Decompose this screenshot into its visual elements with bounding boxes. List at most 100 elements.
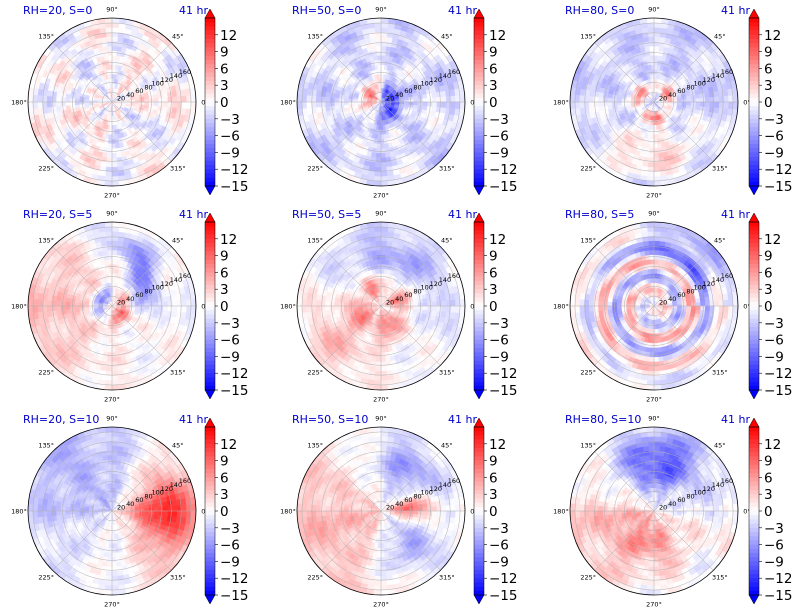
field-cell: [115, 259, 121, 265]
field-cell: [709, 96, 715, 103]
r-tick-label: 160: [179, 68, 191, 76]
field-cell: [695, 105, 701, 111]
field-cell: [653, 157, 660, 163]
colorbar-segment: [205, 118, 215, 124]
colorbar-tick-label: −6: [220, 129, 240, 145]
theta-grid-line: [321, 101, 382, 162]
field-cell: [645, 143, 651, 149]
field-cell: [602, 97, 608, 103]
colorbar-segment: [749, 72, 759, 78]
field-cell: [441, 96, 447, 103]
r-tick-label: 140: [439, 72, 451, 80]
theta-tick-label: 45°: [172, 33, 184, 41]
field-cell: [324, 101, 331, 108]
field-cell: [413, 101, 419, 106]
field-cell: [646, 22, 655, 28]
theta-tick-label: 45°: [441, 33, 453, 41]
colorbar-segment: [474, 135, 484, 141]
field-cell: [153, 105, 159, 111]
field-cell: [376, 148, 382, 154]
field-cell: [374, 171, 382, 177]
field-cell: [375, 45, 382, 52]
colorbar-segment: [474, 68, 484, 73]
colorbar-segment: [474, 156, 484, 162]
colorbar-segment: [474, 177, 484, 183]
field-cell: [111, 282, 115, 288]
field-cell: [399, 101, 405, 105]
field-cell: [653, 148, 659, 154]
theta-tick-label: 180°: [280, 99, 296, 107]
field-cell: [158, 97, 164, 103]
field-cell: [459, 101, 465, 110]
field-cell: [380, 157, 387, 163]
field-cell: [383, 64, 388, 71]
field-cell: [103, 347, 109, 353]
field-cell: [153, 97, 159, 103]
field-cell: [380, 41, 387, 47]
field-cell: [139, 101, 145, 106]
field-cell: [714, 101, 720, 108]
theta-tick-label: 90°: [648, 6, 660, 14]
colorbar-segment: [749, 173, 759, 178]
colorbar-segment: [205, 47, 215, 52]
field-cell: [130, 305, 136, 309]
theta-tick-label: 90°: [375, 6, 387, 14]
field-cell: [106, 152, 113, 159]
field-cell: [431, 106, 438, 112]
colorbar-segment: [205, 97, 215, 103]
field-cell: [301, 94, 307, 103]
colorbar-segment: [474, 51, 484, 57]
field-cell: [732, 94, 738, 103]
field-cell: [111, 50, 117, 56]
field-cell: [704, 101, 711, 108]
field-cell: [65, 297, 71, 303]
field-cell: [79, 302, 85, 307]
field-cell: [104, 22, 113, 28]
colorbar-segment: [749, 81, 759, 86]
field-cell: [162, 106, 169, 112]
field-cell: [597, 92, 604, 98]
field-cell: [708, 106, 715, 113]
field-cell: [32, 101, 38, 110]
field-cell: [114, 268, 119, 275]
colorbar-tick-label: 6: [220, 61, 229, 77]
colorbar-segment: [474, 102, 484, 107]
field-cell: [102, 152, 108, 159]
colorbar-segment: [474, 39, 484, 44]
field-cell: [190, 94, 196, 103]
field-cell: [653, 22, 662, 28]
colorbar-segment: [749, 152, 759, 157]
field-cell: [459, 94, 465, 103]
field-cell: [111, 18, 120, 24]
colorbar-tick-label: −15: [220, 179, 249, 195]
field-cell: [103, 143, 109, 149]
field-cell: [370, 156, 377, 163]
field-cell: [181, 95, 187, 103]
field-cell: [380, 78, 384, 84]
field-cell: [306, 101, 312, 109]
field-cell: [653, 55, 659, 61]
field-cell: [648, 36, 655, 42]
field-cell: [158, 305, 164, 311]
field-cell: [709, 101, 715, 108]
field-cell: [714, 96, 720, 103]
field-cell: [320, 101, 326, 108]
polar-frame: [27, 17, 197, 187]
field-cell: [111, 268, 116, 274]
colorbar-tick-label: −12: [220, 162, 249, 178]
field-cell: [79, 98, 85, 103]
field-cell: [107, 50, 113, 56]
field-cell: [375, 41, 382, 47]
field-cell: [649, 148, 655, 154]
field-cell: [732, 101, 738, 110]
colorbar-segment: [749, 89, 759, 94]
field-cell: [108, 333, 113, 339]
theta-tick-label: 180°: [553, 99, 569, 107]
field-cell: [190, 101, 196, 110]
colorbar-segment: [205, 156, 215, 162]
r-tick-label: 80: [144, 83, 152, 91]
colorbar-segment: [749, 118, 759, 124]
colorbar-tick-label: 0: [220, 95, 229, 111]
field-cell: [380, 73, 384, 79]
